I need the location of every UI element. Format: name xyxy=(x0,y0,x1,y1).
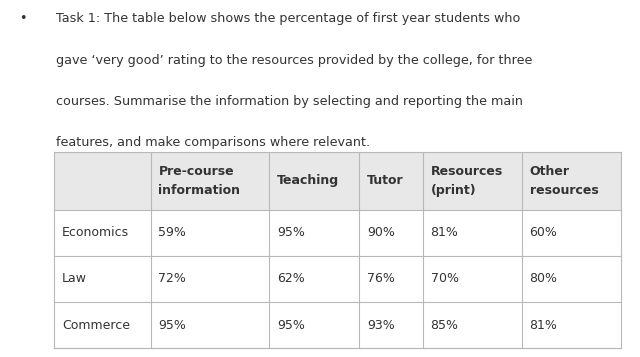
Text: 72%: 72% xyxy=(159,272,186,285)
Text: 60%: 60% xyxy=(529,226,557,239)
Text: 70%: 70% xyxy=(431,272,459,285)
Text: 90%: 90% xyxy=(367,226,395,239)
Text: Law: Law xyxy=(62,272,87,285)
Text: 80%: 80% xyxy=(529,272,557,285)
Text: 93%: 93% xyxy=(367,318,394,332)
Text: •: • xyxy=(19,12,27,25)
Text: 81%: 81% xyxy=(529,318,557,332)
Text: 95%: 95% xyxy=(277,226,305,239)
Text: 76%: 76% xyxy=(367,272,395,285)
Text: Resources
(print): Resources (print) xyxy=(431,165,503,197)
Text: 59%: 59% xyxy=(159,226,186,239)
Text: gave ‘very good’ rating to the resources provided by the college, for three: gave ‘very good’ rating to the resources… xyxy=(56,54,532,66)
Text: Economics: Economics xyxy=(62,226,129,239)
Text: courses. Summarise the information by selecting and reporting the main: courses. Summarise the information by se… xyxy=(56,95,524,107)
Text: Tutor: Tutor xyxy=(367,174,403,187)
Text: 95%: 95% xyxy=(159,318,186,332)
Text: 95%: 95% xyxy=(277,318,305,332)
Text: features, and make comparisons where relevant.: features, and make comparisons where rel… xyxy=(56,136,371,149)
Text: Other
resources: Other resources xyxy=(529,165,598,197)
Text: 85%: 85% xyxy=(431,318,459,332)
Text: Commerce: Commerce xyxy=(62,318,130,332)
Text: Task 1: The table below shows the percentage of first year students who: Task 1: The table below shows the percen… xyxy=(56,12,521,25)
Text: Pre-course
information: Pre-course information xyxy=(159,165,241,197)
Text: 81%: 81% xyxy=(431,226,458,239)
Text: Teaching: Teaching xyxy=(277,174,339,187)
Text: 62%: 62% xyxy=(277,272,305,285)
